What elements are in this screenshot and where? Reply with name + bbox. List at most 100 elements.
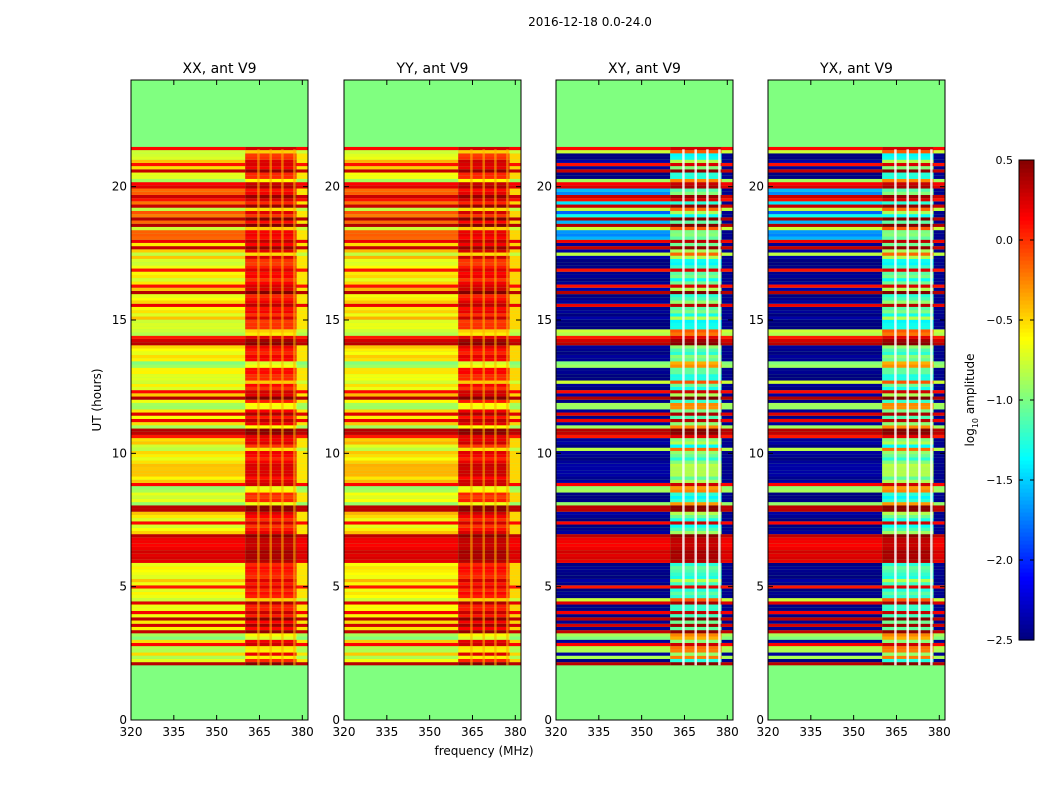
heatmap-row: [344, 566, 459, 570]
heatmap-row-high: [721, 642, 733, 647]
heatmap-row: [556, 607, 671, 611]
heatmap-row: [768, 153, 883, 157]
heatmap-row: [131, 566, 246, 570]
heatmap-row-high: [296, 236, 308, 240]
heatmap-row-high: [509, 428, 521, 432]
heatmap-row: [768, 207, 883, 211]
heatmap-row-high: [933, 230, 945, 234]
heatmap-row-high: [933, 399, 945, 403]
heatmap-row-high: [933, 604, 945, 608]
heatmap-row: [131, 262, 246, 266]
heatmap-row: [344, 450, 459, 455]
heatmap-row-high: [721, 530, 733, 535]
heatmap-row: [131, 358, 246, 362]
heatmap-row-high: [296, 300, 308, 304]
heatmap-row: [768, 345, 883, 349]
heatmap-row-high: [933, 146, 945, 151]
heatmap-row-high: [933, 220, 945, 224]
heatmap-row-high: [721, 175, 733, 179]
colorbar-segment: [1019, 276, 1034, 281]
heatmap-row-high: [933, 460, 945, 464]
heatmap-row-high: [721, 226, 733, 231]
heatmap-row-high: [721, 431, 733, 435]
heatmap-row-high: [509, 527, 521, 531]
heatmap-row: [131, 246, 246, 250]
heatmap-row: [344, 351, 459, 355]
heatmap-row: [768, 495, 883, 499]
heatmap-row: [556, 476, 671, 480]
heatmap-row-high: [721, 553, 733, 557]
heatmap-row: [344, 444, 459, 448]
heatmap-row: [344, 348, 459, 352]
heatmap-row: [131, 454, 246, 458]
heatmap-row: [131, 383, 246, 387]
x-tick-label: 335: [375, 725, 398, 739]
colorbar-segment: [1019, 172, 1034, 177]
heatmap-row: [344, 393, 459, 397]
colorbar-label-subscript: 10: [971, 418, 980, 428]
heatmap-row: [131, 338, 246, 343]
heatmap-row-high: [933, 489, 945, 493]
heatmap-row-high: [721, 550, 733, 554]
colorbar-segment: [1019, 636, 1034, 641]
heatmap-row: [556, 598, 671, 602]
heatmap-row: [131, 438, 246, 442]
heatmap-row: [556, 463, 671, 467]
heatmap-row: [131, 297, 246, 301]
heatmap-row-high: [933, 527, 945, 531]
heatmap-row-high: [933, 457, 945, 461]
heatmap-row: [131, 553, 246, 557]
heatmap-row-high: [933, 486, 945, 490]
heatmap-row-high: [721, 511, 733, 515]
heatmap-row: [768, 258, 883, 263]
heatmap-row-high: [933, 358, 945, 362]
heatmap-row: [556, 255, 671, 259]
heatmap-row-high: [296, 617, 308, 621]
heatmap-row-high: [296, 438, 308, 442]
heatmap-row-high: [721, 230, 733, 234]
heatmap-row: [556, 508, 671, 512]
heatmap-row-high: [296, 274, 308, 279]
heatmap-row-high: [721, 297, 733, 301]
heatmap-row: [768, 159, 883, 163]
heatmap-row: [556, 559, 671, 563]
heatmap-row: [556, 367, 671, 371]
heatmap-row-high: [296, 588, 308, 592]
heatmap-row-high: [509, 156, 521, 160]
heatmap-row: [768, 489, 883, 493]
heatmap-row-high: [721, 153, 733, 157]
colorbar-segment: [1019, 448, 1034, 453]
heatmap-row-high: [721, 374, 733, 378]
heatmap-row: [131, 428, 246, 432]
colorbar-segment: [1019, 324, 1034, 329]
heatmap-row-high: [296, 578, 308, 583]
colorbar-segment: [1019, 368, 1034, 373]
heatmap-row: [768, 239, 883, 243]
heatmap-row: [768, 537, 883, 541]
heatmap-row: [768, 572, 883, 576]
heatmap-row-high: [296, 210, 308, 215]
heatmap-row-high: [721, 242, 733, 247]
heatmap-row-high: [933, 310, 945, 314]
heatmap-row-high: [721, 367, 733, 371]
heatmap-row: [768, 479, 883, 483]
heatmap-row-high: [296, 198, 308, 202]
heatmap-row-high: [933, 297, 945, 301]
heatmap-row-high: [933, 636, 945, 640]
heatmap-row-high: [721, 390, 733, 394]
heatmap-row-high: [721, 258, 733, 263]
colorbar-segment: [1019, 472, 1034, 477]
heatmap-row-high: [509, 642, 521, 647]
heatmap-row-high: [296, 172, 308, 176]
heatmap-row-high: [933, 633, 945, 637]
heatmap-row: [131, 620, 246, 624]
heatmap-row-high: [721, 434, 733, 439]
heatmap-row: [131, 534, 246, 538]
heatmap-row: [768, 422, 883, 426]
heatmap-row: [131, 194, 246, 199]
heatmap-row-high: [509, 319, 521, 323]
heatmap-row-high: [296, 457, 308, 461]
heatmap-row: [344, 594, 459, 599]
